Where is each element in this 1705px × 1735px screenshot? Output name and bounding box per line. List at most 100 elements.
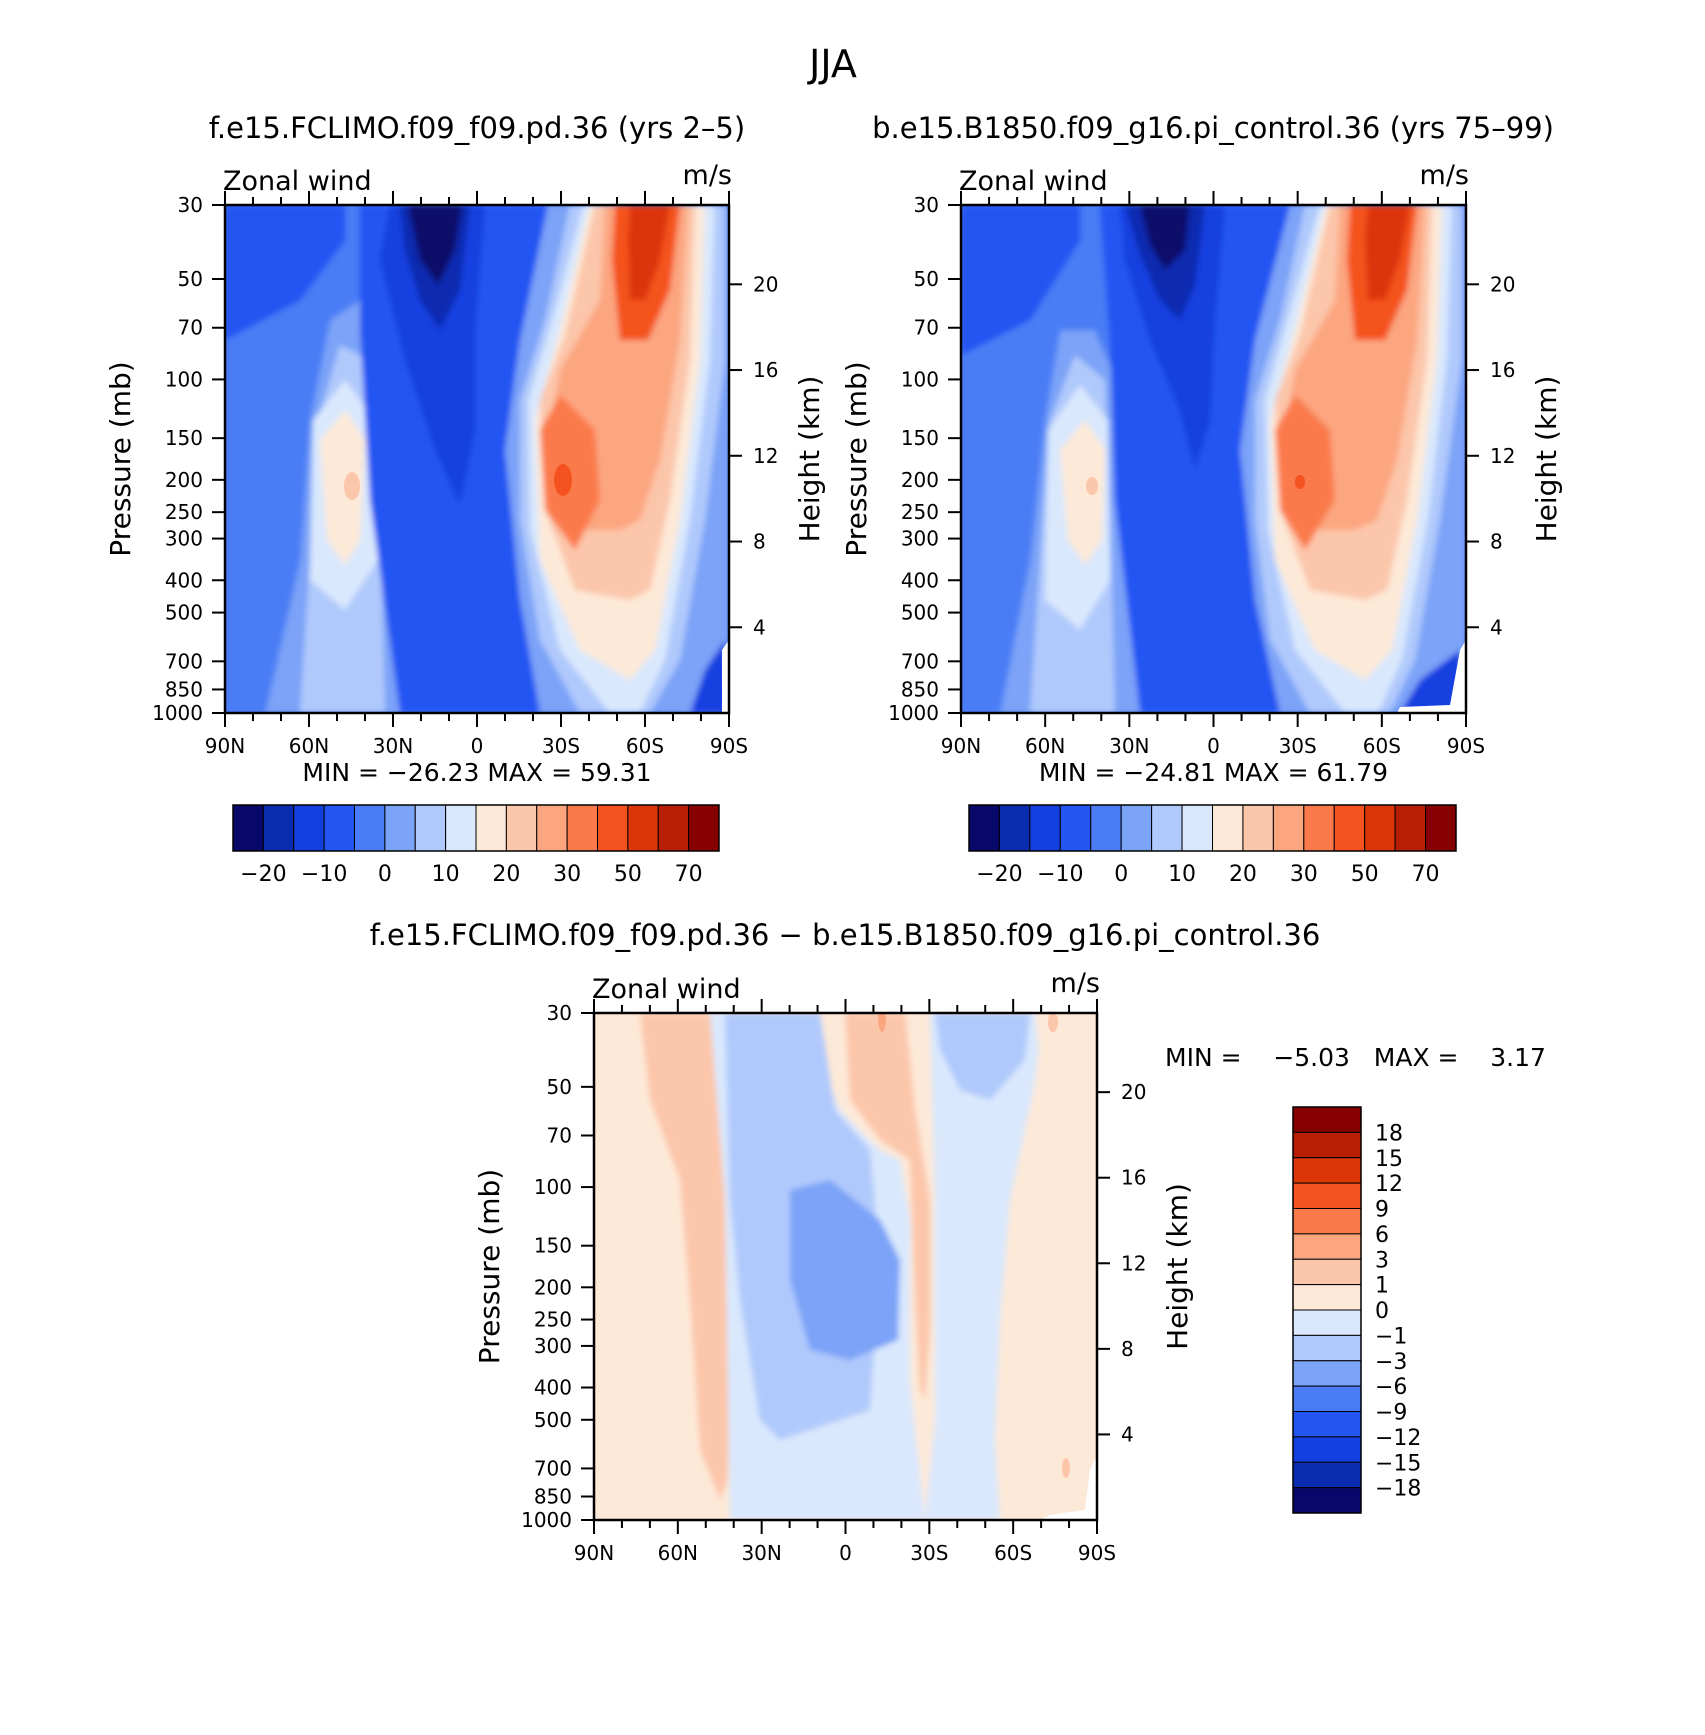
colorbar-swatch [1272,804,1305,852]
colorbar-swatch [1425,804,1457,852]
colorbar-frame [232,804,720,852]
contour-band [878,1013,886,1032]
left-string: Zonal wind [959,166,1108,197]
contour-field [961,205,1466,713]
contour-band [320,410,365,565]
colorbar-swatch [293,804,325,852]
colorbar-swatch [1292,1309,1362,1336]
x-tick-label: 60S [994,1541,1032,1565]
colorbar-swatch [1090,804,1122,852]
height-tick-label: 20 [753,272,778,296]
contour-band [1400,650,1466,713]
y-tick-label: 700 [534,1456,572,1480]
colorbar-label: 20 [1229,862,1257,887]
colorbar-label: −1 [1375,1324,1407,1349]
x-tick-label: 60N [658,1541,698,1565]
y-tick-label: 1000 [888,701,939,725]
colorbar-swatch [1292,1131,1362,1159]
x-tick-label: 30S [1279,734,1317,758]
colorbar-swatch [597,804,629,852]
colorbar-swatch [323,804,355,852]
colorbar-label: 20 [492,862,520,887]
y-tick-label: 250 [901,500,939,524]
colorbar-label: 10 [432,862,460,887]
y-tick-label: 70 [914,316,939,340]
colorbar-swatch [968,804,1000,852]
panel-title: f.e15.FCLIMO.f09_f09.pd.36 (yrs 2–5) [209,111,745,145]
figure-title: JJA [807,42,857,86]
contour-band [1062,1458,1070,1478]
colorbar-swatch [1151,804,1183,852]
colorbar-label: −10 [301,862,347,887]
colorbar-label: −6 [1375,1375,1407,1400]
colorbar-label: −20 [976,862,1022,887]
colorbar-frame [1292,1106,1362,1514]
y-tick-label: 500 [165,601,203,625]
x-tick-label: 90S [710,734,748,758]
contour-band [1060,420,1105,565]
panel-title: f.e15.FCLIMO.f09_f09.pd.36 − b.e15.B1850… [370,918,1321,952]
colorbar-frame [968,804,1457,852]
x-tick-label: 30S [542,734,580,758]
colorbar-label: 0 [1375,1299,1389,1324]
height-tick-label: 16 [1121,1166,1146,1190]
colorbar-swatch [1292,1411,1362,1438]
y-tick-label: 850 [165,677,203,701]
colorbar-label: 0 [378,862,392,887]
colorbar-label: −15 [1375,1451,1421,1476]
y-tick-label: 300 [901,527,939,551]
right-string: m/s [1051,968,1100,999]
colorbar-label: 6 [1375,1223,1389,1248]
colorbar-label: −12 [1375,1426,1421,1451]
contour-band [1295,475,1305,489]
colorbar-label: −18 [1375,1477,1421,1502]
colorbar-swatch [1292,1182,1362,1209]
y-tick-label: 1000 [152,701,203,725]
colorbar-swatch [1292,1233,1362,1260]
y-tick-label: 850 [534,1485,572,1509]
y-tick-label: 70 [178,316,203,340]
contour-band [628,205,670,300]
min-max-readout: MIN = −24.81 MAX = 61.79 [1039,758,1388,787]
x-tick-label: 30N [741,1541,781,1565]
height-tick-label: 12 [753,444,778,468]
axes-and-colorbars: 3050701001502002503004005007008501000201… [104,191,1563,1565]
min-max-readout: MIN = −26.23 MAX = 59.31 [302,758,651,787]
height-tick-label: 16 [753,358,778,382]
colorbar-swatch [1242,804,1274,852]
y-tick-label: 100 [534,1175,572,1199]
colorbar-swatch [1292,1284,1362,1311]
y-tick-label: 30 [914,193,939,217]
x-tick-label: 0 [471,734,484,758]
x-tick-label: 90N [941,734,981,758]
left-string: Zonal wind [592,974,741,1005]
colorbar-swatch [1292,1385,1362,1412]
y-axis-label: Pressure (mb) [104,361,137,556]
contour-band [640,1013,730,1500]
contour-band [690,640,729,713]
contour-band [225,205,345,340]
contour-field [225,205,729,713]
colorbar-swatch [627,804,659,852]
height-tick-label: 8 [1121,1337,1134,1361]
height-tick-label: 4 [753,615,766,639]
y-tick-label: 50 [547,1075,572,1099]
colorbar-label: 18 [1375,1121,1403,1146]
colorbar-swatch [445,804,477,852]
contour-band [1140,205,1190,270]
colorbar-swatch [1292,1461,1362,1489]
colorbar-swatch [1181,804,1213,852]
right-string: m/s [683,160,732,191]
colorbar-swatch [475,804,507,852]
y-tick-label: 700 [165,649,203,673]
y-tick-label: 150 [165,426,203,450]
colorbar-label: 70 [1412,862,1440,887]
missing-data-region [722,640,729,713]
x-tick-label: 90N [574,1541,614,1565]
x-tick-label: 0 [1207,734,1220,758]
y-tick-label: 300 [165,527,203,551]
colorbar-swatch [1292,1360,1362,1387]
x-tick-label: 30S [910,1541,948,1565]
panel-top-right: b.e15.B1850.f09_g16.pi_control.36 (yrs 7… [872,111,1554,715]
